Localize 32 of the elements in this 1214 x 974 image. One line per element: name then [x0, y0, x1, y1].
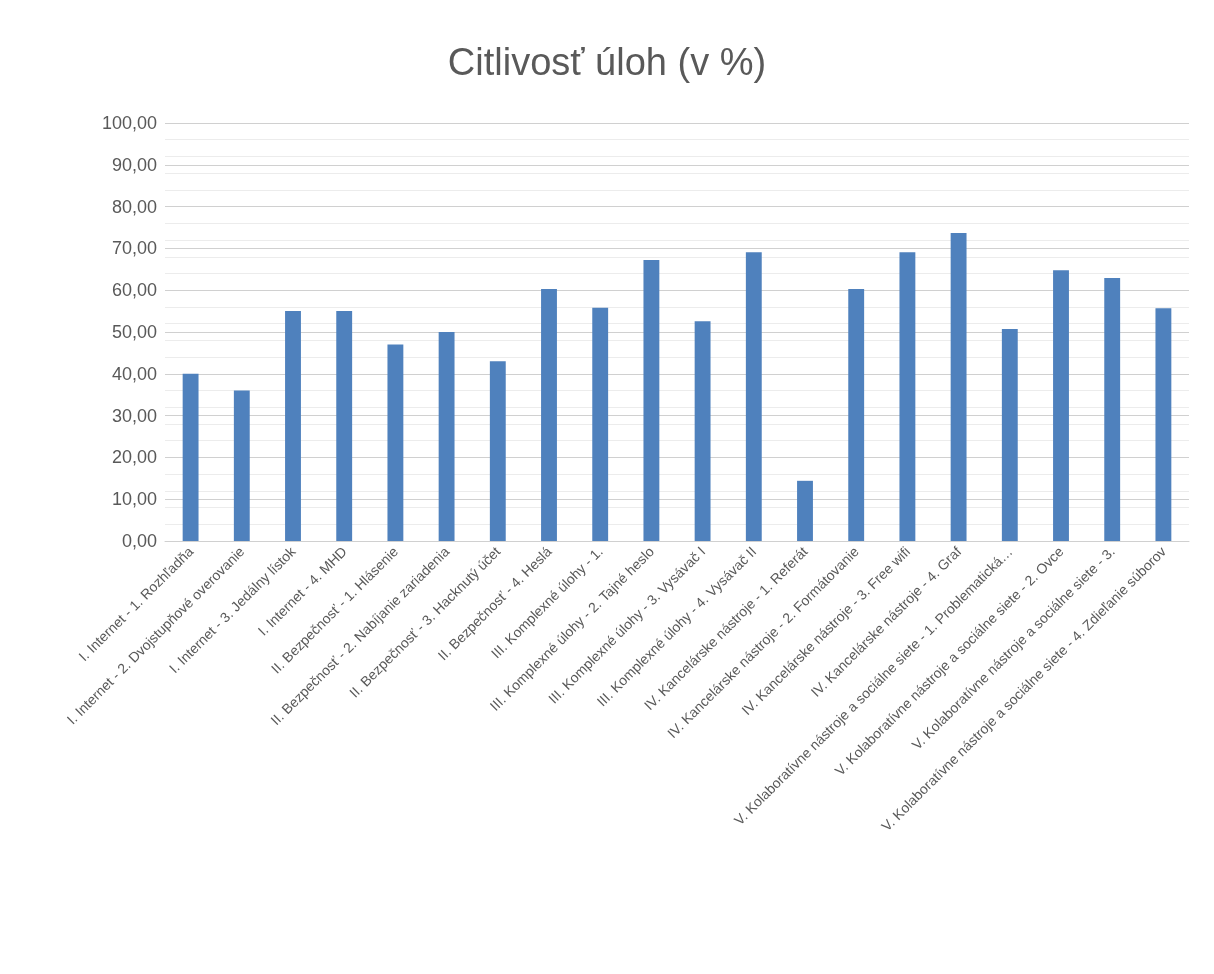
y-tick-label: 90,00: [111, 154, 157, 175]
bar: [438, 332, 455, 541]
bar: [1053, 270, 1069, 541]
bar: [285, 311, 301, 541]
y-tick-label: 70,00: [111, 238, 157, 259]
bar: [694, 321, 711, 541]
bar: [182, 373, 199, 541]
bar: [1104, 278, 1121, 541]
bar: [643, 260, 660, 541]
bar: [336, 311, 353, 541]
bar: [745, 252, 762, 541]
y-tick-label: 40,00: [111, 363, 157, 384]
y-tick-label: 10,00: [111, 489, 157, 510]
y-tick-label: 20,00: [111, 447, 157, 468]
bar: [592, 307, 609, 541]
bar: [797, 480, 813, 541]
y-tick-label: 50,00: [111, 322, 157, 342]
bar: [233, 390, 250, 541]
bar: [848, 288, 865, 541]
bar: [1001, 329, 1018, 541]
bar: [950, 232, 967, 541]
bar: [1155, 308, 1172, 541]
chart-title: Citlivosť úloh (v %): [447, 41, 767, 83]
y-tick-label: 100,00: [101, 113, 157, 133]
y-tick-label: 80,00: [111, 196, 157, 217]
y-tick-label: 30,00: [111, 405, 157, 426]
bar: [387, 344, 404, 541]
bar: [541, 288, 557, 541]
y-tick-label: 0,00: [121, 531, 157, 551]
y-tick-label: 60,00: [111, 280, 157, 301]
bar: [489, 361, 506, 541]
bar: [899, 252, 916, 541]
